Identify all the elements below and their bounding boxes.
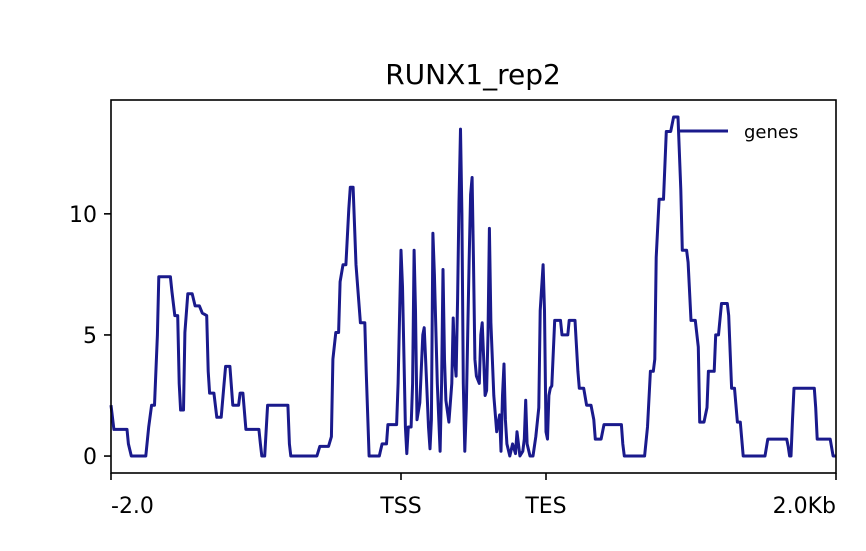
axis-ticks: -2.0 TSS TES 2.0Kb 0 5 10 — [69, 203, 837, 519]
x-tick-label: 2.0Kb — [773, 494, 836, 519]
y-tick-label: 0 — [83, 445, 97, 470]
legend-label-genes: genes — [744, 122, 798, 143]
series-line-genes — [109, 115, 836, 458]
x-tick-label: TSS — [379, 494, 421, 519]
x-tick-label: TES — [524, 494, 566, 519]
y-tick-label: 10 — [69, 203, 97, 228]
legend: genes — [678, 122, 798, 143]
y-tick-label: 5 — [83, 324, 97, 349]
x-tick-label: -2.0 — [111, 494, 154, 519]
plot-frame — [110, 99, 837, 474]
chart-title: RUNX1_rep2 — [385, 58, 561, 91]
data-series — [109, 115, 836, 458]
